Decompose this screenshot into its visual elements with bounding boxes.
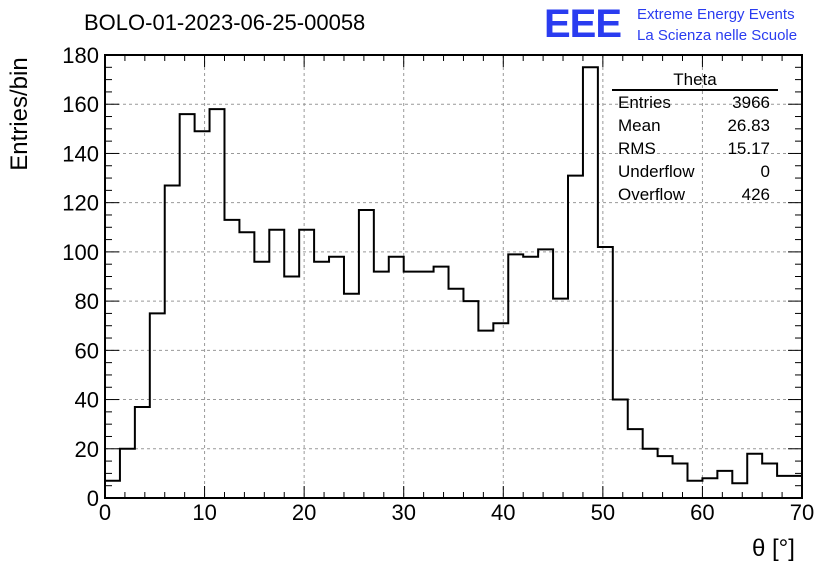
logo-line-2: La Scienza nelle Scuole [637,27,798,44]
histogram-bin [224,220,239,498]
y-tick-label: 140 [62,141,99,166]
histogram-bin [463,301,478,498]
x-tick-label: 60 [690,500,714,525]
stats-value: 15.17 [727,139,770,158]
histogram-bin [434,267,449,498]
stats-label: Underflow [618,162,695,181]
histogram-bin [299,230,314,498]
x-tick-label: 0 [99,500,111,525]
histogram-bin [389,257,404,498]
histogram-bin [180,114,195,498]
histogram-bin [195,131,210,498]
x-tick-label: 30 [391,500,415,525]
histogram-bin [254,262,269,498]
stats-label: RMS [618,139,656,158]
histogram-bin [493,323,508,498]
stats-value: 3966 [732,93,770,112]
histogram-bin [314,262,329,498]
logo-line-1: Extreme Energy Events [637,6,795,23]
x-tick-label: 40 [491,500,515,525]
histogram-bin [732,483,747,498]
chart-title: BOLO-01-2023-06-25-00058 [84,10,366,35]
histogram-bin [105,481,120,498]
histogram-bin [702,478,717,498]
histogram-bin [404,272,419,498]
x-tick-label: 10 [192,500,216,525]
histogram-bin [449,289,464,498]
histogram-bin [508,254,523,498]
y-tick-label: 180 [62,43,99,68]
histogram-bin [120,449,135,498]
stats-row-underflow: Underflow 0 [612,160,778,183]
histogram-bin [269,230,284,498]
histogram-bin [374,272,389,498]
histogram-bin [150,313,165,498]
y-tick-label: 120 [62,191,99,216]
histogram-bin [210,109,225,498]
y-tick-label: 20 [75,437,99,462]
stats-row-overflow: Overflow 426 [612,183,778,206]
histogram-bin [239,232,254,498]
histogram-bin [523,257,538,498]
histogram-bin [284,277,299,499]
histogram-bin [359,210,374,498]
histogram-bin [762,464,777,498]
stats-box: Theta Entries 3966 Mean 26.83 RMS 15.17 … [612,70,778,206]
stats-label: Entries [618,93,671,112]
x-tick-label: 20 [292,500,316,525]
stats-value: 0 [760,162,770,181]
histogram-bin [538,249,553,498]
y-tick-label: 100 [62,240,99,265]
x-tick-label: 50 [591,500,615,525]
histogram-bin [792,476,802,498]
stats-title: Theta [612,70,778,91]
y-tick-label: 60 [75,338,99,363]
histogram-bin [717,471,732,498]
stats-row-entries: Entries 3966 [612,91,778,114]
histogram-bin [165,185,180,498]
histogram-bin [583,67,598,498]
stats-value: 426 [741,185,770,204]
histogram-bin [613,400,628,498]
histogram-bin [478,331,493,498]
stats-value: 26.83 [727,116,770,135]
histogram-bin [568,176,583,498]
plot-frame [104,54,803,499]
histogram-bin [673,464,688,498]
histogram-series [105,66,802,485]
logo-caption: Extreme Energy Events La Scienza nelle S… [637,4,797,46]
y-axis-label: Entries/bin [6,57,33,171]
stats-label: Overflow [618,185,686,204]
y-tick-label: 160 [62,92,99,117]
histogram-bin [344,294,359,498]
histogram-bin [598,247,613,498]
stats-row-mean: Mean 26.83 [612,114,778,137]
x-axis-label: θ [°] [752,535,795,562]
histogram-bin [628,429,643,498]
histogram-bin [329,257,344,498]
histogram-bin [777,476,792,498]
histogram-bin [747,454,762,498]
histogram-bin [687,481,702,498]
histogram-bin [643,449,658,498]
stats-row-rms: RMS 15.17 [612,137,778,160]
x-tick-label: 70 [790,500,814,525]
histogram-bin [658,456,673,498]
y-tick-label: 80 [75,289,99,314]
histogram-bin [135,407,150,498]
y-tick-label: 40 [75,388,99,413]
y-tick-label: 0 [87,486,99,511]
histogram-bin [419,272,434,498]
stats-label: Mean [618,116,661,135]
histogram-bin [553,299,568,498]
eee-logo: EEE [544,2,622,46]
